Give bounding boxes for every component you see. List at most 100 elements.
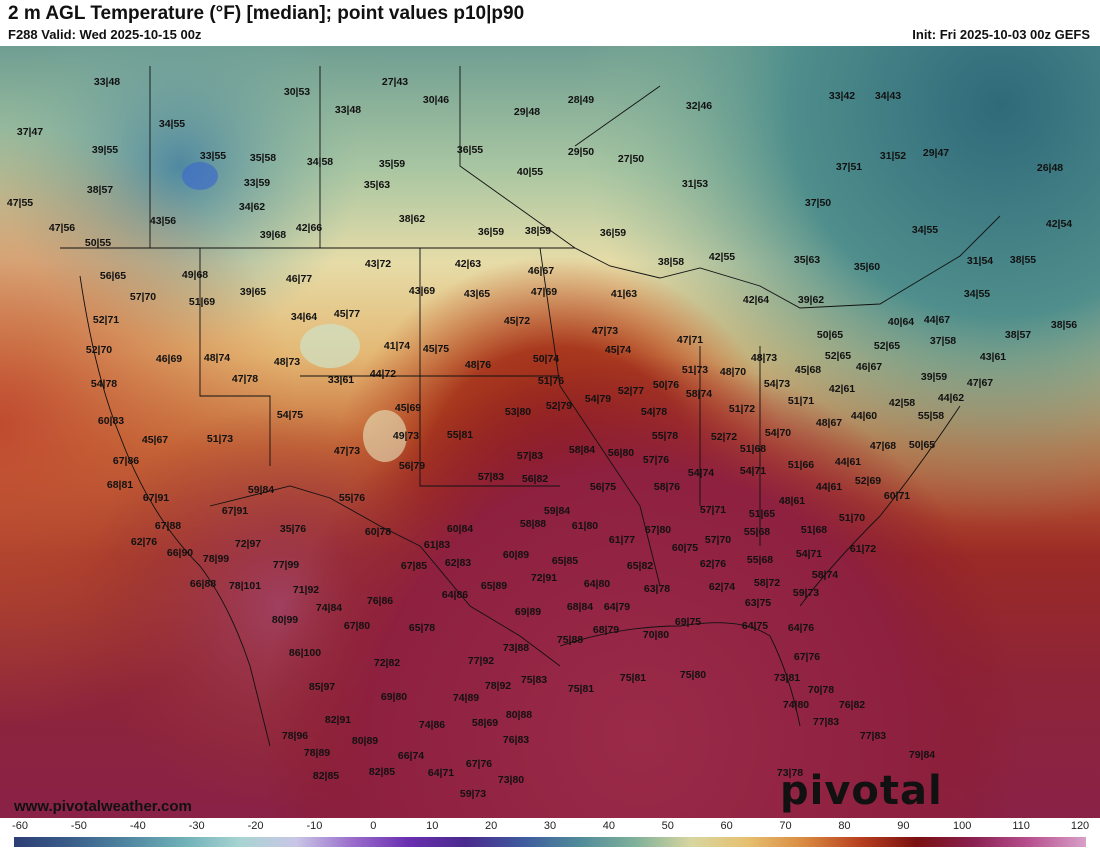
point-value-label: 48|67 bbox=[815, 417, 843, 429]
point-value-label: 74|84 bbox=[315, 602, 343, 614]
point-value-label: 39|68 bbox=[259, 229, 287, 241]
point-value-label: 27|43 bbox=[381, 76, 409, 88]
point-value-label: 78|92 bbox=[484, 680, 512, 692]
colorbar-tick-label: 100 bbox=[953, 820, 972, 832]
point-value-label: 67|76 bbox=[793, 651, 821, 663]
point-value-label: 58|69 bbox=[471, 717, 499, 729]
point-value-label: 74|89 bbox=[452, 692, 480, 704]
point-value-label: 50|55 bbox=[84, 237, 112, 249]
point-value-label: 78|96 bbox=[281, 730, 309, 742]
point-value-label: 56|79 bbox=[398, 460, 426, 472]
point-value-label: 30|53 bbox=[283, 86, 311, 98]
point-value-label: 34|64 bbox=[290, 311, 318, 323]
point-value-label: 39|62 bbox=[797, 294, 825, 306]
point-value-label: 70|78 bbox=[807, 684, 835, 696]
point-value-label: 41|63 bbox=[610, 288, 638, 300]
point-value-label: 62|83 bbox=[444, 557, 472, 569]
point-value-label: 51|68 bbox=[800, 524, 828, 536]
point-value-label: 58|84 bbox=[568, 444, 596, 456]
init-time-label: Init: Fri 2025-10-03 00z GEFS bbox=[912, 27, 1090, 42]
point-value-label: 64|80 bbox=[583, 578, 611, 590]
watermark-url: www.pivotalweather.com bbox=[14, 798, 192, 815]
point-value-label: 77|99 bbox=[272, 559, 300, 571]
point-value-label: 62|76 bbox=[699, 558, 727, 570]
point-value-label: 42|63 bbox=[454, 258, 482, 270]
point-value-label: 66|90 bbox=[166, 547, 194, 559]
point-value-label: 72|91 bbox=[530, 572, 558, 584]
point-value-label: 56|80 bbox=[607, 447, 635, 459]
point-value-label: 86|100 bbox=[288, 647, 322, 659]
point-value-label: 44|61 bbox=[815, 481, 843, 493]
point-value-label: 38|59 bbox=[524, 225, 552, 237]
point-value-label: 48|61 bbox=[778, 495, 806, 507]
point-value-label: 72|97 bbox=[234, 538, 262, 550]
point-value-label: 54|74 bbox=[687, 467, 715, 479]
point-value-label: 69|75 bbox=[674, 616, 702, 628]
point-value-label: 77|83 bbox=[859, 730, 887, 742]
point-value-label: 77|92 bbox=[467, 655, 495, 667]
temperature-map[interactable]: 33|48 30|53 27|43 30|46 29|48 28|49 32|46 33|42… bbox=[0, 46, 1100, 818]
point-value-label: 67|86 bbox=[112, 455, 140, 467]
point-value-label: 64|71 bbox=[427, 767, 455, 779]
point-value-label: 70|80 bbox=[642, 629, 670, 641]
point-value-label: 52|70 bbox=[85, 344, 113, 356]
point-value-label: 61|80 bbox=[571, 520, 599, 532]
point-value-label: 45|75 bbox=[422, 343, 450, 355]
point-value-label: 29|47 bbox=[922, 147, 950, 159]
point-value-label: 59|73 bbox=[459, 788, 487, 800]
colorbar-tick-label: 120 bbox=[1070, 820, 1090, 832]
colorbar-fill bbox=[14, 837, 1086, 847]
point-value-label: 52|69 bbox=[854, 475, 882, 487]
point-value-label: 40|64 bbox=[887, 316, 915, 328]
colorbar-tick-label: 20 bbox=[484, 820, 498, 832]
point-value-label: 58|88 bbox=[519, 518, 547, 530]
point-value-label: 47|73 bbox=[591, 325, 619, 337]
point-value-label: 65|82 bbox=[626, 560, 654, 572]
colorbar-tick-label: -20 bbox=[247, 820, 264, 832]
point-value-label: 75|80 bbox=[679, 669, 707, 681]
point-value-label: 45|69 bbox=[394, 402, 422, 414]
point-value-label: 67|80 bbox=[343, 620, 371, 632]
point-value-label: 54|71 bbox=[795, 548, 823, 560]
point-value-label: 64|79 bbox=[603, 601, 631, 613]
point-value-label: 60|83 bbox=[97, 415, 125, 427]
point-value-label: 57|70 bbox=[129, 291, 157, 303]
point-value-label: 73|78 bbox=[776, 767, 804, 779]
colorbar-ticks: -60 -50 -40 -30 -20 -10 0 10 20 30 40 50 60 70 80 90 100… bbox=[0, 820, 1100, 834]
point-value-label: 51|76 bbox=[537, 375, 565, 387]
point-value-label: 77|83 bbox=[812, 716, 840, 728]
point-value-label: 69|89 bbox=[514, 606, 542, 618]
point-value-label: 54|78 bbox=[90, 378, 118, 390]
point-value-label: 48|73 bbox=[273, 356, 301, 368]
point-value-label: 52|65 bbox=[824, 350, 852, 362]
point-value-label: 66|74 bbox=[397, 750, 425, 762]
point-value-label: 67|80 bbox=[644, 524, 672, 536]
point-value-label: 34|43 bbox=[874, 90, 902, 102]
point-value-label: 64|76 bbox=[787, 622, 815, 634]
point-value-label: 54|73 bbox=[763, 378, 791, 390]
point-value-label: 47|68 bbox=[869, 440, 897, 452]
point-value-label: 33|48 bbox=[93, 76, 121, 88]
point-value-label: 61|83 bbox=[423, 539, 451, 551]
point-value-label: 45|68 bbox=[794, 364, 822, 376]
point-value-label: 34|55 bbox=[158, 118, 186, 130]
point-value-label: 57|83 bbox=[516, 450, 544, 462]
point-value-label: 44|62 bbox=[937, 392, 965, 404]
point-value-label: 47|78 bbox=[231, 373, 259, 385]
point-value-label: 51|73 bbox=[681, 364, 709, 376]
point-value-label: 43|72 bbox=[364, 258, 392, 270]
point-value-label: 42|58 bbox=[888, 397, 916, 409]
point-value-label: 52|79 bbox=[545, 400, 573, 412]
point-value-label: 58|72 bbox=[753, 577, 781, 589]
point-value-label: 76|82 bbox=[838, 699, 866, 711]
point-value-label: 52|72 bbox=[710, 431, 738, 443]
point-value-label: 46|69 bbox=[155, 353, 183, 365]
point-value-label: 60|78 bbox=[364, 526, 392, 538]
point-value-label: 60|84 bbox=[446, 523, 474, 535]
point-value-label: 73|88 bbox=[502, 642, 530, 654]
point-value-label: 58|74 bbox=[811, 569, 839, 581]
point-value-label: 34|62 bbox=[238, 201, 266, 213]
point-value-label: 65|85 bbox=[551, 555, 579, 567]
point-value-label: 72|82 bbox=[373, 657, 401, 669]
point-value-label: 78|89 bbox=[303, 747, 331, 759]
